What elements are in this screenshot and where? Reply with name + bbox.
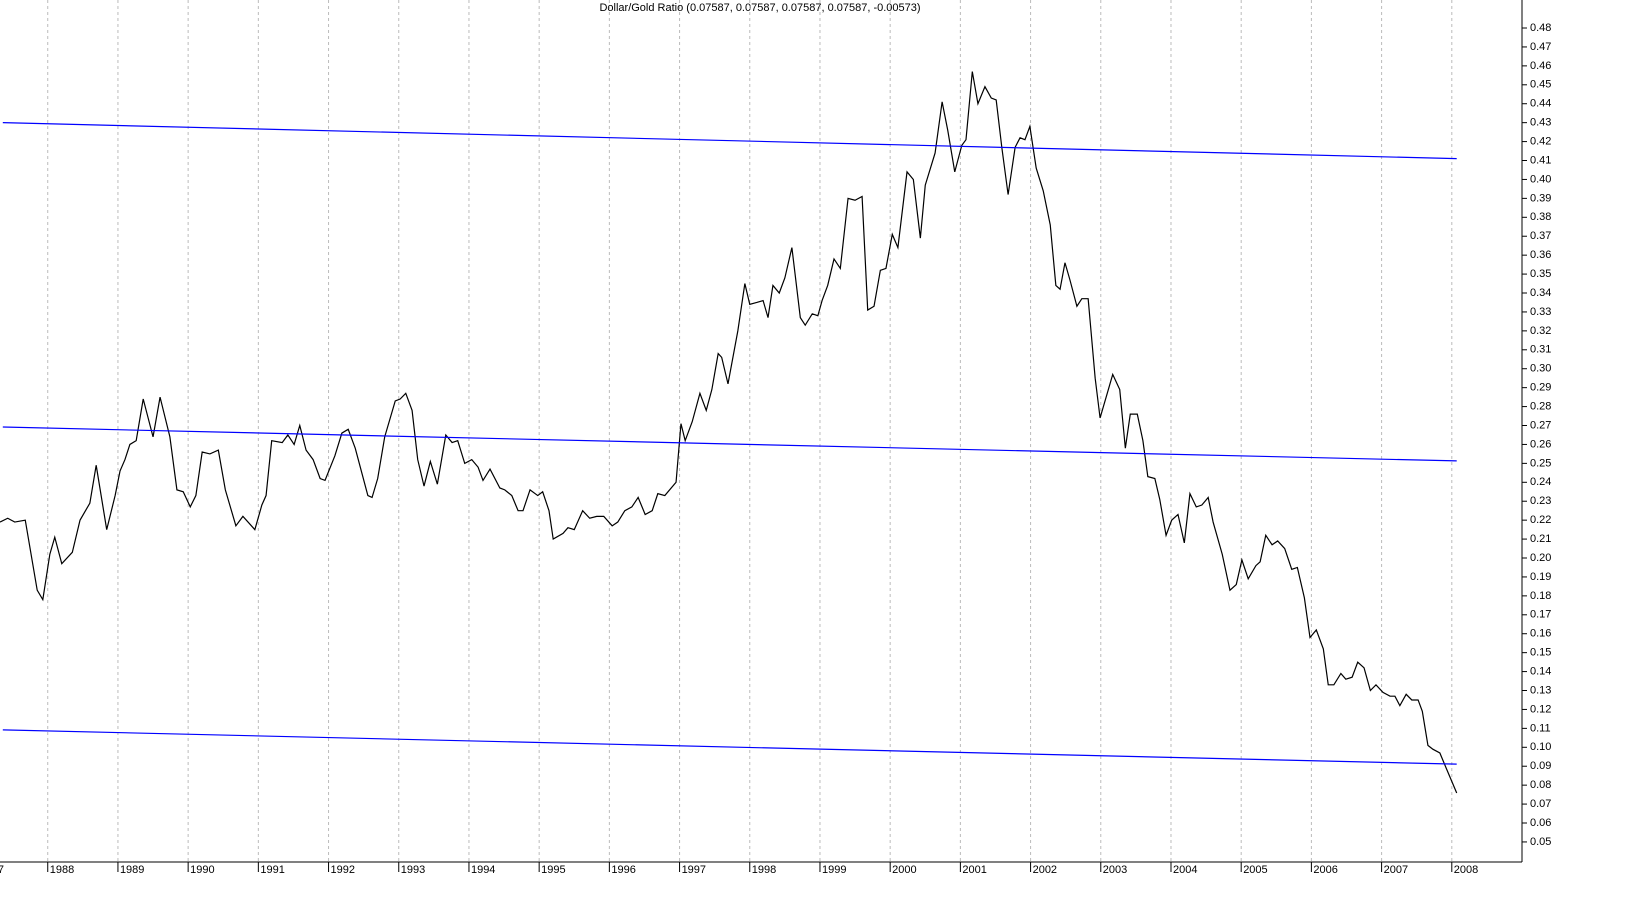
y-tick-label: 0.31 bbox=[1530, 344, 1551, 356]
y-tick-label: 0.19 bbox=[1530, 571, 1551, 583]
y-tick-label: 0.15 bbox=[1530, 647, 1551, 659]
y-tick-label: 0.12 bbox=[1530, 703, 1551, 715]
y-tick-label: 0.28 bbox=[1530, 400, 1551, 412]
y-tick-label: 0.36 bbox=[1530, 249, 1551, 261]
y-tick-label: 0.13 bbox=[1530, 684, 1551, 696]
y-tick-label: 0.22 bbox=[1530, 514, 1551, 526]
y-tick-label: 0.46 bbox=[1530, 60, 1551, 72]
y-tick-label: 0.10 bbox=[1530, 741, 1551, 753]
y-tick-label: 0.20 bbox=[1530, 552, 1551, 564]
y-tick-label: 0.42 bbox=[1530, 135, 1551, 147]
x-tick-label: 1990 bbox=[190, 864, 214, 876]
x-tick-label: 1995 bbox=[541, 864, 565, 876]
y-tick-label: 0.47 bbox=[1530, 41, 1551, 53]
y-tick-label: 0.09 bbox=[1530, 760, 1551, 772]
y-tick-label: 0.48 bbox=[1530, 22, 1551, 34]
x-tick-label: 1996 bbox=[611, 864, 635, 876]
x-tick-label: 2000 bbox=[892, 864, 916, 876]
y-tick-label: 0.07 bbox=[1530, 798, 1551, 810]
x-tick-label: 1994 bbox=[471, 864, 495, 876]
y-tick-label: 0.45 bbox=[1530, 79, 1551, 91]
y-tick-label: 0.40 bbox=[1530, 173, 1551, 185]
y-tick-label: 0.08 bbox=[1530, 779, 1551, 791]
y-tick-label: 0.30 bbox=[1530, 363, 1551, 375]
x-tick-label: 2004 bbox=[1173, 864, 1197, 876]
y-tick-label: 0.44 bbox=[1530, 98, 1551, 110]
x-tick-label: 1993 bbox=[401, 864, 425, 876]
x-tick-label: 1991 bbox=[260, 864, 284, 876]
x-tick-label: 2005 bbox=[1243, 864, 1267, 876]
trend-line bbox=[2, 122, 1457, 160]
y-tick-label: 0.16 bbox=[1530, 628, 1551, 640]
y-tick-label: 0.34 bbox=[1530, 287, 1551, 299]
y-tick-label: 0.25 bbox=[1530, 457, 1551, 469]
y-tick-label: 0.17 bbox=[1530, 609, 1551, 621]
y-tick-label: 0.29 bbox=[1530, 382, 1551, 394]
y-tick-label: 0.37 bbox=[1530, 230, 1551, 242]
trend-line bbox=[2, 729, 1457, 765]
x-tick-label: 1992 bbox=[331, 864, 355, 876]
x-tick-label: 2007 bbox=[1384, 864, 1408, 876]
y-tick-label: 0.39 bbox=[1530, 192, 1551, 204]
x-tick-label: 1988 bbox=[50, 864, 74, 876]
y-tick-label: 0.05 bbox=[1530, 836, 1551, 848]
x-tick-label: 2003 bbox=[1103, 864, 1127, 876]
x-tick-label: 2006 bbox=[1313, 864, 1337, 876]
y-tick-label: 0.18 bbox=[1530, 590, 1551, 602]
y-tick-label: 0.26 bbox=[1530, 438, 1551, 450]
y-tick-label: 0.41 bbox=[1530, 154, 1551, 166]
chart-title: Dollar/Gold Ratio (0.07587, 0.07587, 0.0… bbox=[599, 2, 920, 14]
x-tick-label: 2008 bbox=[1454, 864, 1478, 876]
y-tick-label: 0.14 bbox=[1530, 665, 1551, 677]
y-tick-label: 0.27 bbox=[1530, 419, 1551, 431]
x-tick-label: 2002 bbox=[1033, 864, 1057, 876]
y-tick-label: 0.24 bbox=[1530, 476, 1551, 488]
x-tick-label: 1998 bbox=[752, 864, 776, 876]
x-tick-label: 1989 bbox=[120, 864, 144, 876]
y-tick-label: 0.06 bbox=[1530, 817, 1551, 829]
x-tick-label: 1999 bbox=[822, 864, 846, 876]
y-tick-label: 0.43 bbox=[1530, 117, 1551, 129]
y-tick-label: 0.38 bbox=[1530, 211, 1551, 223]
y-tick-label: 0.23 bbox=[1530, 495, 1551, 507]
x-tick-label: 2001 bbox=[962, 864, 986, 876]
y-tick-label: 0.11 bbox=[1530, 722, 1551, 734]
trend-line bbox=[2, 426, 1457, 462]
ratio-line bbox=[0, 71, 1458, 794]
x-tick-label: 1987 bbox=[0, 864, 4, 876]
x-tick-label: 1997 bbox=[682, 864, 706, 876]
y-tick-label: 0.35 bbox=[1530, 268, 1551, 280]
y-tick-label: 0.21 bbox=[1530, 533, 1551, 545]
y-tick-label: 0.32 bbox=[1530, 325, 1551, 337]
y-tick-label: 0.33 bbox=[1530, 306, 1551, 318]
